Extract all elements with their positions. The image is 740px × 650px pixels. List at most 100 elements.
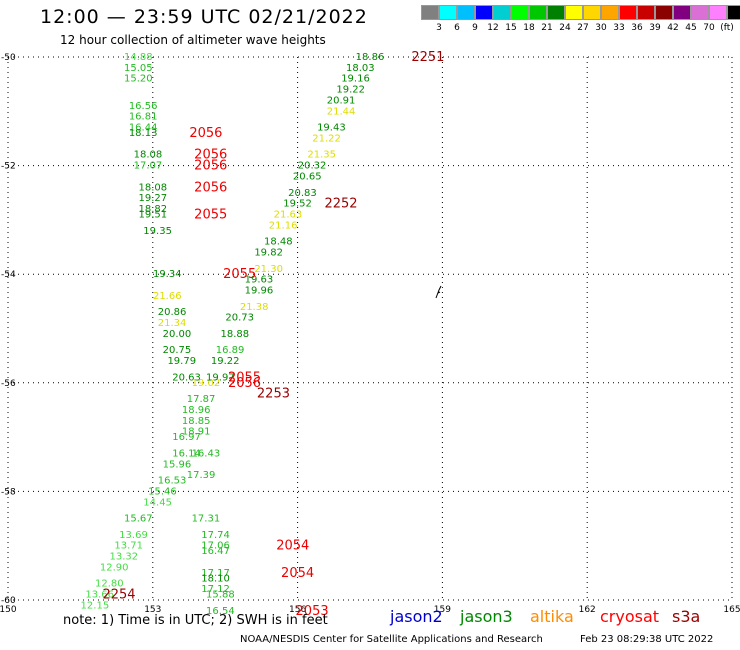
legend-label: 6: [454, 23, 460, 33]
pass-time-label: 2056: [194, 148, 227, 163]
lon-tick-label: 165: [723, 605, 740, 615]
legend-label: 45: [685, 23, 697, 33]
credit-line: NOAA/NESDIS Center for Satellite Applica…: [240, 634, 543, 645]
pass-time-label: 2054: [281, 566, 314, 581]
legend-label: 18: [523, 23, 535, 33]
satellite-jason3: jason3: [460, 607, 513, 626]
legend-swatch: [655, 5, 673, 20]
legend-label: 42: [667, 23, 679, 33]
swh-value-label: 15.96: [163, 459, 192, 470]
swh-value-label: 20.91: [327, 95, 356, 106]
swh-value-label: 21.35: [307, 150, 336, 161]
swh-value-label: 21.44: [327, 106, 356, 117]
footer-note: note: 1) Time is in UTC; 2) SWH is in fe…: [63, 613, 328, 628]
swh-value-label: 15.88: [206, 590, 235, 601]
legend-swatch: [727, 5, 740, 20]
swh-value-label: 12.15: [81, 600, 110, 611]
swh-value-label: 17.06: [201, 541, 230, 552]
swh-value-label: 13.66: [85, 590, 114, 601]
swh-value-label: 17.07: [134, 161, 163, 172]
legend-swatch: [547, 5, 565, 20]
swh-value-label: 17.17: [201, 568, 230, 579]
swh-value-label: 20.63: [172, 372, 201, 383]
swh-value-label: 15.05: [124, 63, 153, 74]
swh-value-label: 16.81: [129, 112, 158, 123]
legend-swatch: [457, 5, 475, 20]
swh-value-label: 21.30: [254, 264, 283, 275]
legend-swatch: [673, 5, 691, 20]
legend-label: 9: [472, 23, 478, 33]
lon-tick-label: 159: [434, 605, 451, 615]
swh-value-label: 16.43: [192, 448, 221, 459]
swh-value-label: 19.97: [206, 372, 235, 383]
swh-value-label: 16.97: [172, 432, 201, 443]
legend-swatch: [439, 5, 457, 20]
swh-value-label: 19.63: [245, 275, 274, 286]
legend-swatch: [601, 5, 619, 20]
swh-value-label: 18.86: [356, 52, 385, 63]
swh-value-label: 13.71: [114, 541, 143, 552]
lat-tick-label: -56: [1, 379, 16, 389]
swh-value-label: 12.80: [95, 579, 124, 590]
legend-label: 27: [577, 23, 589, 33]
legend-swatch: [709, 5, 727, 20]
legend-swatch: [475, 5, 493, 20]
swh-value-label: 19.16: [341, 74, 370, 85]
swh-value-label: 16.54: [206, 606, 235, 617]
swh-value-label: 21.66: [153, 291, 182, 302]
legend-label: 3: [436, 23, 442, 33]
legend-label: 70: [703, 23, 715, 33]
swh-value-label: 21.63: [274, 209, 303, 220]
swh-value-label: 18.10: [201, 573, 230, 584]
lat-tick-label: -52: [1, 162, 16, 172]
swh-value-label: 19.34: [153, 269, 182, 280]
swh-value-label: 18.08: [134, 150, 163, 161]
lon-tick-label: 156: [289, 605, 306, 615]
swh-value-label: 20.83: [288, 188, 317, 199]
pass-time-label: 2054: [276, 539, 309, 554]
swh-value-label: 19.51: [138, 209, 167, 220]
swh-value-label: 20.86: [158, 307, 187, 318]
legend-label: 36: [631, 23, 643, 33]
swh-value-label: 18.85: [182, 416, 211, 427]
swh-value-label: 19.22: [336, 85, 365, 96]
swh-value-label: 17.12: [201, 584, 230, 595]
swh-value-label: 21.22: [312, 133, 341, 144]
swh-value-label: 16.14: [172, 448, 201, 459]
swh-value-label: 15.67: [124, 514, 153, 525]
lon-tick-label: 162: [579, 605, 596, 615]
legend-swatch: [421, 5, 439, 20]
swh-value-label: 19.27: [138, 193, 167, 204]
legend-label: 21: [541, 23, 553, 33]
legend-swatch: [493, 5, 511, 20]
swh-value-label: 17.87: [187, 394, 216, 405]
swh-value-label: 14.88: [124, 52, 153, 63]
satellite-s3a: s3a: [672, 607, 701, 626]
swh-value-label: 18.08: [138, 182, 167, 193]
swh-value-label: 20.00: [163, 329, 192, 340]
pass-time-label: 2055: [228, 370, 261, 385]
swh-value-label: 18.91: [182, 427, 211, 438]
satellite-altika: altika: [530, 607, 574, 626]
swh-value-label: 15.20: [124, 74, 153, 85]
swh-value-label: 19.02: [192, 378, 221, 389]
legend-swatch: [637, 5, 655, 20]
legend-label: 12: [487, 23, 499, 33]
legend-label: 33: [613, 23, 625, 33]
pass-time-label: 2251: [411, 50, 444, 65]
legend-label: 30: [595, 23, 607, 33]
island-outline: [435, 285, 442, 299]
swh-value-label: 15.46: [148, 486, 177, 497]
swh-value-label: 16.53: [158, 476, 187, 487]
swh-value-label: 21.38: [240, 302, 269, 313]
satellite-cryosat: cryosat: [600, 607, 660, 626]
swh-value-label: 19.43: [317, 123, 346, 134]
pass-time-label: 2252: [324, 197, 357, 212]
swh-value-label: 19.22: [211, 356, 240, 367]
swh-value-label: 18.13: [129, 128, 158, 139]
swh-value-label: 16.56: [129, 101, 158, 112]
legend-swatch: [691, 5, 709, 20]
swh-value-label: 12.90: [100, 562, 129, 573]
swh-value-label: 13.32: [110, 552, 139, 563]
